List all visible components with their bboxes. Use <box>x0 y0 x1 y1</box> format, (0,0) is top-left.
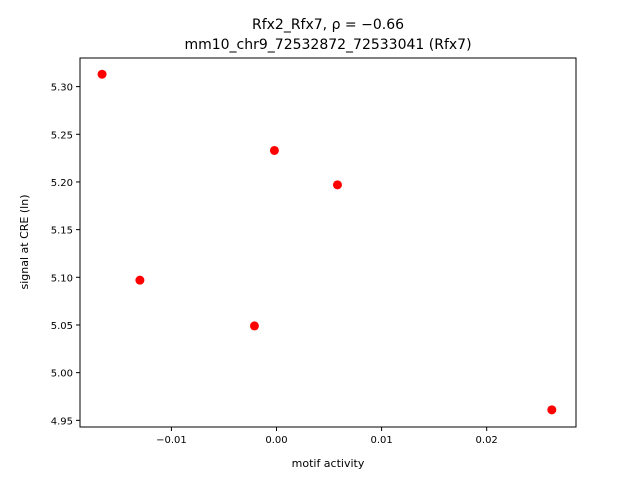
y-tick-label: 4.95 <box>51 416 73 427</box>
y-tick-label: 5.25 <box>51 130 73 141</box>
x-tick-label: 0.01 <box>370 435 392 446</box>
data-point <box>249 321 259 331</box>
chart-title-line2: mm10_chr9_72532872_72533041 (Rfx7) <box>184 37 471 53</box>
y-axis: 4.95 5.00 5.05 5.10 5.15 5.20 5.25 5.30 <box>51 83 80 427</box>
data-point <box>135 275 145 285</box>
x-tick-label: −0.01 <box>156 435 187 446</box>
data-point <box>547 405 557 415</box>
x-tick-label: 0.00 <box>265 435 287 446</box>
x-axis: −0.01 0.00 0.01 0.02 <box>156 427 498 446</box>
y-tick-label: 5.05 <box>51 321 73 332</box>
y-tick-label: 5.00 <box>51 369 73 380</box>
x-axis-label: motif activity <box>292 457 365 470</box>
data-point <box>332 180 342 190</box>
y-axis-label: signal at CRE (ln) <box>18 195 31 290</box>
y-tick-label: 5.20 <box>51 178 73 189</box>
data-point <box>269 145 279 155</box>
x-tick-label: 0.02 <box>476 435 498 446</box>
y-tick-label: 5.30 <box>51 83 73 94</box>
data-point <box>97 69 107 79</box>
y-tick-label: 5.10 <box>51 273 73 284</box>
chart-title-line1: Rfx2_Rfx7, ρ = −0.66 <box>252 17 404 33</box>
data-points <box>97 69 557 415</box>
plot-area <box>79 57 577 428</box>
y-tick-label: 5.15 <box>51 226 73 237</box>
